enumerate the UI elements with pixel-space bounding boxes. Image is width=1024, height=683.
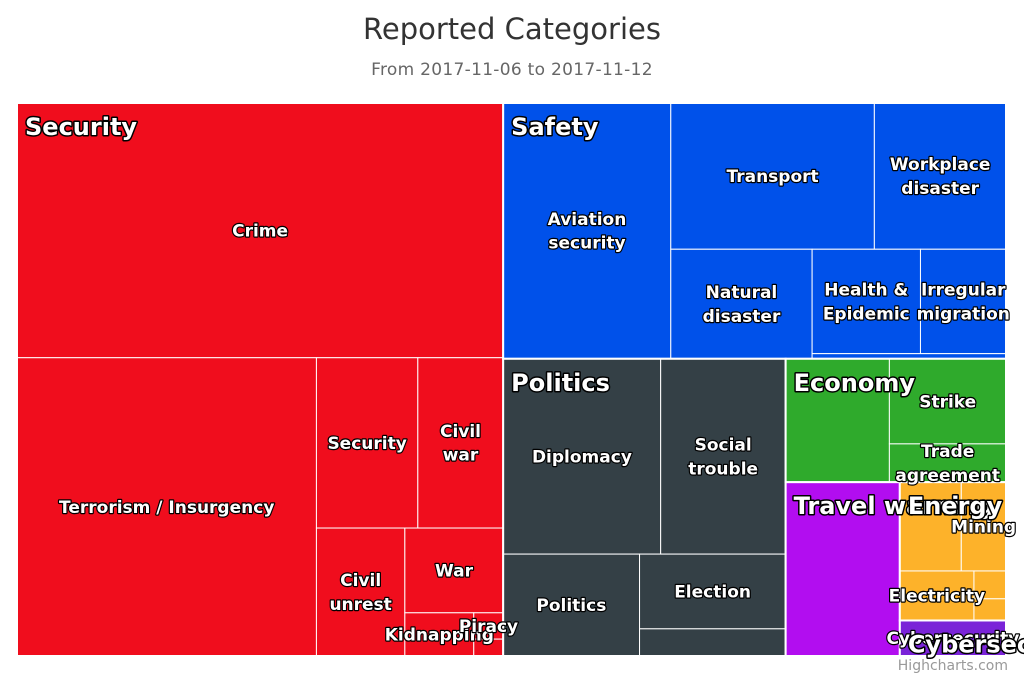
treemap-cell[interactable] xyxy=(919,248,1007,355)
treemap-cell-label: Aviation security xyxy=(548,210,627,254)
treemap-group-outline xyxy=(898,619,1008,657)
treemap-cell-label: Electricity xyxy=(889,587,986,607)
chart-title: Reported Categories xyxy=(363,12,661,46)
treemap-cell-label: Politics xyxy=(536,596,606,616)
treemap-cell-label: Trade agreement xyxy=(895,442,1000,486)
treemap-cell-label: Transport xyxy=(726,167,818,187)
treemap-cell[interactable] xyxy=(417,357,504,529)
treemap-cell[interactable] xyxy=(785,481,901,657)
credits-link[interactable]: Highcharts.com xyxy=(897,658,1008,674)
treemap-cell-label: Irregular migration xyxy=(917,281,1010,325)
treemap-cell-label: Civil unrest xyxy=(329,571,391,615)
treemap-cell[interactable] xyxy=(502,102,672,360)
treemap-cell-label: Cybersecurity xyxy=(886,629,1019,649)
treemap-cell-label: Workplace disaster xyxy=(890,155,991,199)
treemap-cell-label: Strike xyxy=(919,392,976,412)
treemap-cell[interactable] xyxy=(888,443,1007,483)
treemap-group-label: Travel warning xyxy=(794,492,994,520)
treemap-group-label: Politics xyxy=(511,369,610,397)
treemap-cell[interactable] xyxy=(888,358,1007,445)
treemap-cell[interactable] xyxy=(811,248,921,355)
treemap-cell-label: Election xyxy=(674,582,751,602)
treemap-cell[interactable] xyxy=(16,102,504,359)
chart-subtitle: From 2017-11-06 to 2017-11-12 xyxy=(371,60,653,80)
treemap-cell-label: Natural disaster xyxy=(703,283,781,327)
treemap-cell-label: Mining xyxy=(951,518,1016,538)
treemap-cell-label: Security xyxy=(327,434,406,454)
treemap-cell-label: Terrorism / Insurgency xyxy=(59,498,274,518)
treemap-cell-label: Civil war xyxy=(440,422,481,466)
treemap-group-label: Energy xyxy=(908,492,1003,520)
treemap-cell[interactable] xyxy=(873,102,1007,250)
treemap-cell[interactable] xyxy=(502,553,641,657)
treemap-cell[interactable] xyxy=(960,481,1007,572)
treemap-group-label: Cybersecurity xyxy=(908,630,1024,658)
treemap-cell[interactable] xyxy=(639,628,787,657)
treemap-cell[interactable] xyxy=(899,570,975,621)
treemap-cell-label: Kidnapping xyxy=(385,625,494,645)
treemap-cell[interactable] xyxy=(670,248,813,360)
treemap-cell-label: War xyxy=(435,561,474,581)
treemap-cell[interactable] xyxy=(639,553,787,630)
treemap-cell[interactable] xyxy=(899,619,1007,657)
treemap-cell-label: Social trouble xyxy=(688,435,758,479)
treemap-cell[interactable] xyxy=(785,358,890,483)
treemap-cell[interactable] xyxy=(660,358,787,555)
treemap-cell-label: Diplomacy xyxy=(532,447,632,467)
treemap-cell-label: Piracy xyxy=(459,617,518,637)
treemap-cell-label: Health & Epidemic xyxy=(823,281,910,325)
treemap-group-label: Security xyxy=(25,113,137,141)
treemap-group-label: Safety xyxy=(511,113,599,141)
treemap-cell-label: Crime xyxy=(232,221,288,241)
treemap-group-label: Economy xyxy=(794,369,916,397)
treemap-cell[interactable] xyxy=(670,102,875,250)
